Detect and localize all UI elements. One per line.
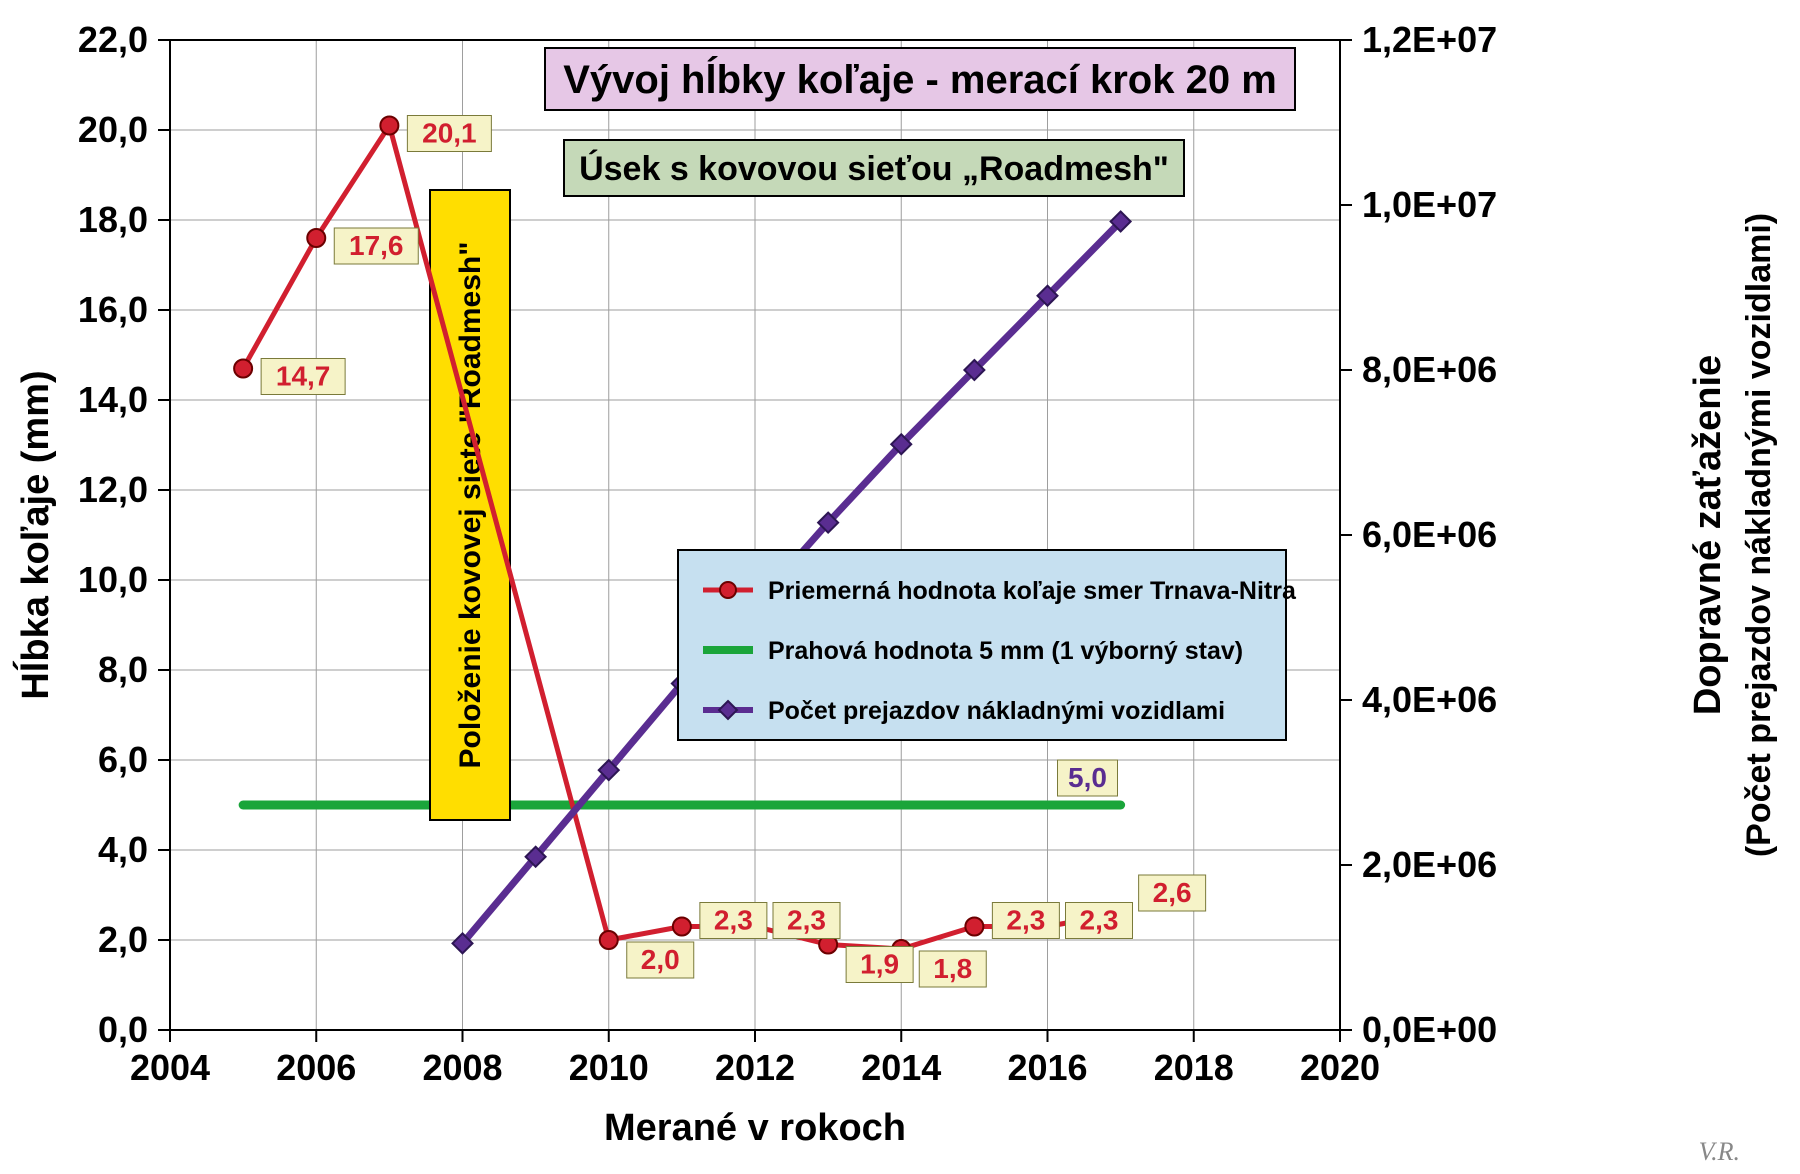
y-axis-right-sublabel: (Počet prejazdov nákladnými vozidlami) <box>1740 213 1778 857</box>
chart-svg: Položenie kovovej siete "Roadmesh" 14,7 1… <box>0 0 1800 1174</box>
svg-text:22,0: 22,0 <box>78 19 148 60</box>
svg-text:Prahová hodnota 5 mm (1 výbor: Prahová hodnota 5 mm (1 výborný stav) <box>768 637 1243 665</box>
svg-text:8,0: 8,0 <box>98 649 148 690</box>
svg-text:5,0: 5,0 <box>1068 762 1107 793</box>
svg-text:17,6: 17,6 <box>349 230 404 261</box>
svg-text:6,0: 6,0 <box>98 739 148 780</box>
svg-text:18,0: 18,0 <box>78 199 148 240</box>
svg-text:2018: 2018 <box>1154 1047 1234 1088</box>
svg-text:1,8: 1,8 <box>933 953 972 984</box>
x-axis-ticks: 2004 2006 2008 2010 2012 2014 2016 2018 2020 <box>130 1030 1380 1088</box>
svg-text:12,0: 12,0 <box>78 469 148 510</box>
svg-text:2,0: 2,0 <box>98 919 148 960</box>
svg-text:2004: 2004 <box>130 1047 210 1088</box>
svg-text:Vývoj hĺbky koľaje - merací kr: Vývoj hĺbky koľaje - merací krok 20 m <box>563 55 1277 102</box>
svg-text:10,0: 10,0 <box>78 559 148 600</box>
svg-text:Počet prejazdov nákladnými vo: Počet prejazdov nákladnými vozidlami <box>768 697 1225 725</box>
chart-container: Položenie kovovej siete "Roadmesh" 14,7 1… <box>0 0 1800 1174</box>
x-axis-label: Merané v rokoch <box>604 1107 906 1149</box>
svg-text:4,0E+06: 4,0E+06 <box>1362 679 1497 720</box>
annotation-roadmesh: Položenie kovovej siete "Roadmesh" <box>430 190 510 820</box>
chart-title: Vývoj hĺbky koľaje - merací krok 20 m <box>545 48 1295 110</box>
svg-text:2012: 2012 <box>715 1047 795 1088</box>
svg-text:20,1: 20,1 <box>422 118 477 149</box>
svg-text:14,7: 14,7 <box>276 361 331 392</box>
watermark: V.R. <box>1699 1137 1740 1166</box>
svg-text:2014: 2014 <box>861 1047 941 1088</box>
svg-text:0,0: 0,0 <box>98 1009 148 1050</box>
svg-text:2,3: 2,3 <box>714 905 753 936</box>
svg-text:2,3: 2,3 <box>787 905 826 936</box>
legend: Priemerná hodnota koľaje smer Trnava-Nit… <box>678 550 1297 740</box>
svg-text:8,0E+06: 8,0E+06 <box>1362 349 1497 390</box>
svg-text:4,0: 4,0 <box>98 829 148 870</box>
threshold-label: 5,0 <box>1058 760 1118 796</box>
svg-text:1,0E+07: 1,0E+07 <box>1362 184 1497 225</box>
svg-text:0,0E+00: 0,0E+00 <box>1362 1009 1497 1050</box>
y-axis-right-ticks: 0,0E+00 2,0E+06 4,0E+06 6,0E+06 8,0E+06 1,0E+… <box>1340 19 1497 1050</box>
svg-text:2006: 2006 <box>276 1047 356 1088</box>
svg-text:Priemerná hodnota koľaje smer: Priemerná hodnota koľaje smer Trnava-Nit… <box>768 577 1297 605</box>
svg-text:16,0: 16,0 <box>78 289 148 330</box>
svg-text:2,6: 2,6 <box>1153 877 1192 908</box>
svg-text:2010: 2010 <box>569 1047 649 1088</box>
svg-text:6,0E+06: 6,0E+06 <box>1362 514 1497 555</box>
svg-text:1,9: 1,9 <box>860 949 899 980</box>
svg-text:Úsek s kovovou sieťou „Roadmes: Úsek s kovovou sieťou „Roadmesh" <box>579 150 1169 188</box>
y-axis-left-ticks: 0,0 2,0 4,0 6,0 8,0 10,0 12,0 14,0 16,0 18,0 20,0 2… <box>78 19 170 1050</box>
svg-text:2,0: 2,0 <box>641 944 680 975</box>
svg-text:20,0: 20,0 <box>78 109 148 150</box>
y-axis-right-label: Dopravné zaťaženie <box>1687 355 1729 715</box>
svg-text:14,0: 14,0 <box>78 379 148 420</box>
svg-text:2,3: 2,3 <box>1080 905 1119 936</box>
y-axis-left-label: Hĺbka koľaje (mm) <box>12 370 57 699</box>
svg-text:2016: 2016 <box>1007 1047 1087 1088</box>
svg-text:1,2E+07: 1,2E+07 <box>1362 19 1497 60</box>
svg-text:2020: 2020 <box>1300 1047 1380 1088</box>
svg-text:2,3: 2,3 <box>1006 905 1045 936</box>
svg-text:2008: 2008 <box>422 1047 502 1088</box>
chart-subtitle: Úsek s kovovou sieťou „Roadmesh" <box>564 140 1184 196</box>
svg-text:Položenie kovovej siete "Roadm: Položenie kovovej siete "Roadmesh" <box>454 242 487 769</box>
svg-text:2,0E+06: 2,0E+06 <box>1362 844 1497 885</box>
